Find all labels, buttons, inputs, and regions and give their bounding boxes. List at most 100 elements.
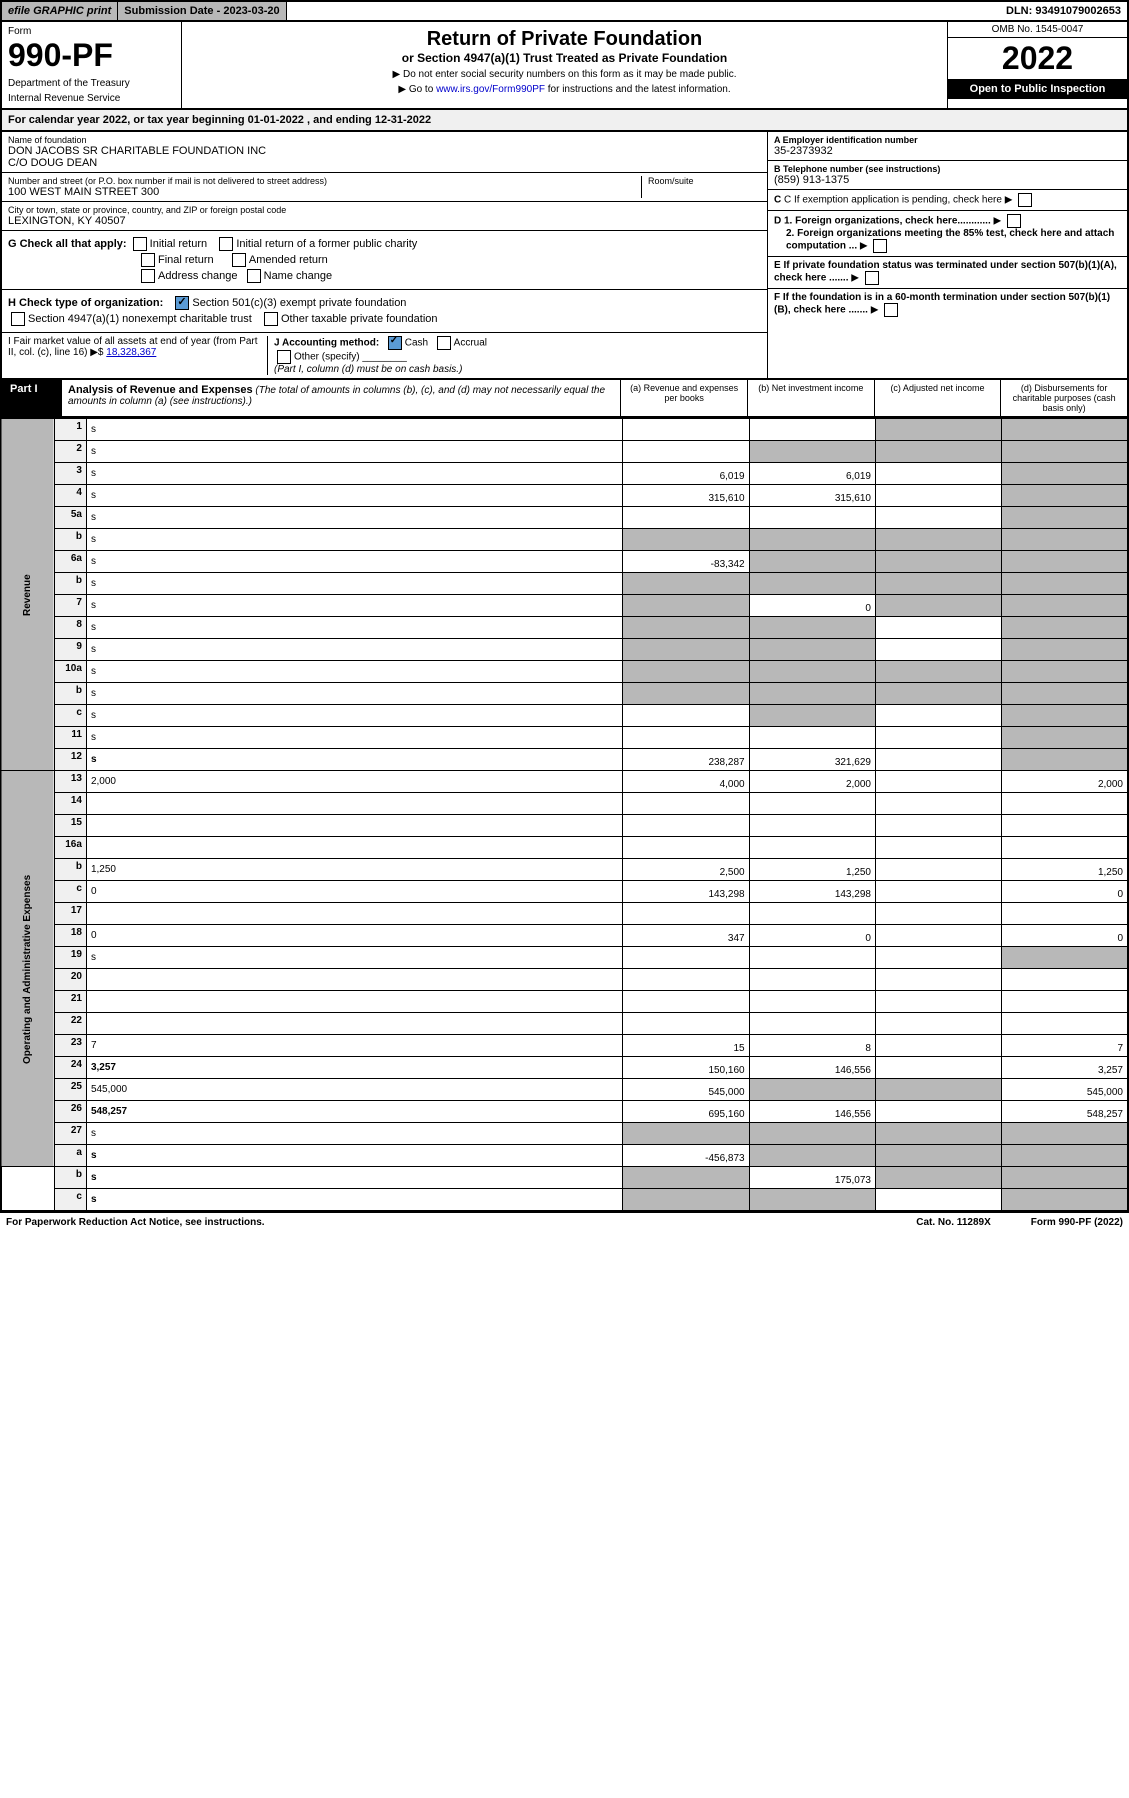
line-description: [86, 991, 622, 1013]
col-d-header: (d) Disbursements for charitable purpose…: [1000, 380, 1127, 416]
amount-cell: [875, 441, 1001, 463]
table-row: 22: [1, 1013, 1128, 1035]
amount-cell: 347: [623, 925, 749, 947]
tax-year: 2022: [948, 38, 1127, 79]
amount-cell: 0: [1002, 881, 1128, 903]
section-g: G Check all that apply: Initial return I…: [8, 237, 761, 251]
fmv-value[interactable]: 18,328,367: [106, 347, 156, 358]
status-terminated-checkbox[interactable]: [865, 271, 879, 285]
line-description: 545,000: [86, 1079, 622, 1101]
table-row: Operating and Administrative Expenses132…: [1, 771, 1128, 793]
amount-cell: [875, 727, 1001, 749]
amount-cell: [623, 705, 749, 727]
amount-cell: [749, 617, 875, 639]
opex-side-label: Operating and Administrative Expenses: [1, 771, 55, 1167]
phone-label: B Telephone number (see instructions): [774, 164, 1121, 174]
amount-cell: [875, 837, 1001, 859]
exemption-pending-checkbox[interactable]: [1018, 193, 1032, 207]
line-number: 18: [55, 925, 87, 947]
table-row: 17: [1, 903, 1128, 925]
address-change-checkbox[interactable]: [141, 269, 155, 283]
4947-checkbox[interactable]: [11, 312, 25, 326]
line-number: b: [55, 529, 87, 551]
amount-cell: [875, 749, 1001, 771]
revenue-expense-table: Revenue1s2s3s6,0196,0194s315,610315,6105…: [0, 418, 1129, 1212]
line-description: s: [86, 419, 622, 441]
table-row: 6as-83,342: [1, 551, 1128, 573]
table-row: 25545,000545,000545,000: [1, 1079, 1128, 1101]
initial-return-checkbox[interactable]: [133, 237, 147, 251]
other-taxable-checkbox[interactable]: [264, 312, 278, 326]
amount-cell: [749, 507, 875, 529]
amount-cell: [623, 1123, 749, 1145]
accrual-checkbox[interactable]: [437, 336, 451, 350]
line-number: 13: [55, 771, 87, 793]
col-b-header: (b) Net investment income: [747, 380, 874, 416]
ein: 35-2373932: [774, 145, 1121, 157]
amount-cell: [1002, 969, 1128, 991]
line-description: s: [86, 947, 622, 969]
amount-cell: [1002, 793, 1128, 815]
amount-cell: [1002, 1123, 1128, 1145]
instruction-1: ▶ Do not enter social security numbers o…: [188, 69, 941, 80]
table-row: 16a: [1, 837, 1128, 859]
foundation-name: DON JACOBS SR CHARITABLE FOUNDATION INC: [8, 145, 761, 157]
amount-cell: [875, 903, 1001, 925]
amount-cell: [875, 507, 1001, 529]
phone: (859) 913-1375: [774, 174, 1121, 186]
table-row: 4s315,610315,610: [1, 485, 1128, 507]
amount-cell: 3,257: [1002, 1057, 1128, 1079]
form-link[interactable]: www.irs.gov/Form990PF: [436, 84, 545, 95]
line-number: 22: [55, 1013, 87, 1035]
other-method-checkbox[interactable]: [277, 350, 291, 364]
line-description: s: [86, 727, 622, 749]
table-row: 19s: [1, 947, 1128, 969]
85pct-checkbox[interactable]: [873, 239, 887, 253]
amount-cell: 1,250: [1002, 859, 1128, 881]
amount-cell: [749, 903, 875, 925]
amount-cell: [875, 661, 1001, 683]
amount-cell: [1002, 991, 1128, 1013]
final-return-checkbox[interactable]: [141, 253, 155, 267]
amount-cell: [1002, 441, 1128, 463]
amount-cell: 0: [1002, 925, 1128, 947]
foreign-org-checkbox[interactable]: [1007, 214, 1021, 228]
col-a-header: (a) Revenue and expenses per books: [620, 380, 747, 416]
amount-cell: [1002, 1145, 1128, 1167]
line-description: s: [86, 1189, 622, 1211]
501c3-checkbox[interactable]: [175, 296, 189, 310]
amount-cell: 150,160: [623, 1057, 749, 1079]
amended-checkbox[interactable]: [232, 253, 246, 267]
line-description: s: [86, 661, 622, 683]
table-row: Revenue1s: [1, 419, 1128, 441]
amount-cell: [749, 419, 875, 441]
line-description: [86, 815, 622, 837]
amount-cell: [1002, 485, 1128, 507]
line-number: 11: [55, 727, 87, 749]
line-number: 21: [55, 991, 87, 1013]
amount-cell: [875, 1123, 1001, 1145]
cash-checkbox[interactable]: [388, 336, 402, 350]
table-row: 8s: [1, 617, 1128, 639]
initial-former-checkbox[interactable]: [219, 237, 233, 251]
table-row: 243,257150,160146,5563,257: [1, 1057, 1128, 1079]
amount-cell: 146,556: [749, 1057, 875, 1079]
efile-print-button[interactable]: efile GRAPHIC print: [2, 2, 118, 20]
line-number: 23: [55, 1035, 87, 1057]
amount-cell: [623, 639, 749, 661]
name-change-checkbox[interactable]: [247, 269, 261, 283]
amount-cell: -83,342: [623, 551, 749, 573]
amount-cell: [875, 573, 1001, 595]
table-row: 15: [1, 815, 1128, 837]
table-row: c0143,298143,2980: [1, 881, 1128, 903]
amount-cell: [875, 683, 1001, 705]
amount-cell: [749, 969, 875, 991]
line-description: 3,257: [86, 1057, 622, 1079]
line-number: 6a: [55, 551, 87, 573]
amount-cell: [623, 969, 749, 991]
table-row: bs: [1, 529, 1128, 551]
60month-checkbox[interactable]: [884, 303, 898, 317]
line-number: b: [55, 683, 87, 705]
section-c: C C If exemption application is pending,…: [768, 190, 1127, 211]
dln: DLN: 93491079002653: [1000, 2, 1127, 20]
